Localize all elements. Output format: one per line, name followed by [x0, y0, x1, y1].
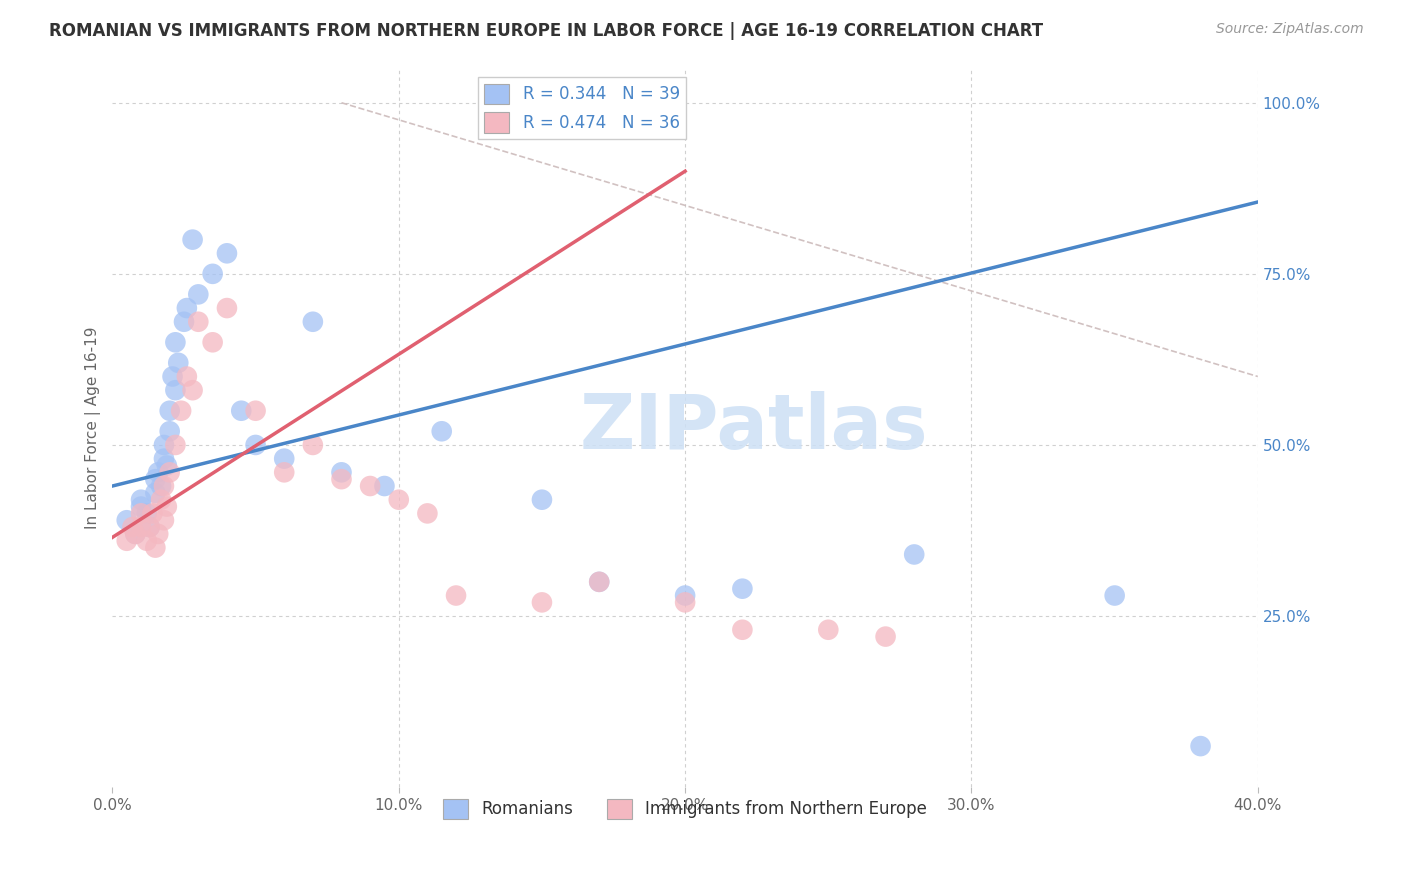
Point [159, 403, 181, 417]
Point [245, 438, 267, 452]
Point [170, 403, 193, 417]
Point [153, 438, 176, 452]
Point [444, 589, 467, 603]
Point [173, 315, 195, 329]
Point [673, 595, 696, 609]
Point [181, 383, 204, 397]
Text: ZIPatlas: ZIPatlas [579, 391, 928, 465]
Point [388, 492, 411, 507]
Point [1104, 589, 1126, 603]
Point [153, 451, 176, 466]
Point [430, 424, 453, 438]
Point [159, 424, 181, 438]
Point [129, 507, 152, 521]
Point [731, 582, 754, 596]
Point [150, 492, 173, 507]
Point [231, 403, 253, 417]
Point [903, 548, 925, 562]
Point [148, 466, 170, 480]
Point [165, 383, 187, 397]
Point [181, 233, 204, 247]
Text: Source: ZipAtlas.com: Source: ZipAtlas.com [1216, 22, 1364, 37]
Point [150, 479, 173, 493]
Point [176, 369, 198, 384]
Point [156, 458, 179, 473]
Point [187, 287, 209, 301]
Point [530, 492, 553, 507]
Point [124, 527, 146, 541]
Point [201, 267, 224, 281]
Point [673, 589, 696, 603]
Point [162, 369, 184, 384]
Point [165, 438, 187, 452]
Point [135, 507, 157, 521]
Point [156, 500, 179, 514]
Point [875, 630, 897, 644]
Point [153, 479, 176, 493]
Point [129, 492, 152, 507]
Point [153, 513, 176, 527]
Point [115, 513, 138, 527]
Point [273, 451, 295, 466]
Point [373, 479, 395, 493]
Point [165, 335, 187, 350]
Point [817, 623, 839, 637]
Point [159, 466, 181, 480]
Point [129, 520, 152, 534]
Point [215, 301, 238, 315]
Point [359, 479, 381, 493]
Point [302, 438, 325, 452]
Point [302, 315, 325, 329]
Point [201, 335, 224, 350]
Point [330, 472, 353, 486]
Point [588, 574, 610, 589]
Point [588, 574, 610, 589]
Point [129, 500, 152, 514]
Point [416, 507, 439, 521]
Point [135, 533, 157, 548]
Point [731, 623, 754, 637]
Point [145, 486, 167, 500]
Point [138, 520, 160, 534]
Point [215, 246, 238, 260]
Point [124, 527, 146, 541]
Point [167, 356, 190, 370]
Point [138, 520, 160, 534]
Point [148, 527, 170, 541]
Point [187, 315, 209, 329]
Point [273, 466, 295, 480]
Point [245, 403, 267, 417]
Point [1189, 739, 1212, 753]
Point [115, 533, 138, 548]
Legend: Romanians, Immigrants from Northern Europe: Romanians, Immigrants from Northern Euro… [437, 792, 934, 826]
Y-axis label: In Labor Force | Age 16-19: In Labor Force | Age 16-19 [86, 326, 101, 529]
Point [530, 595, 553, 609]
Point [330, 466, 353, 480]
Text: ROMANIAN VS IMMIGRANTS FROM NORTHERN EUROPE IN LABOR FORCE | AGE 16-19 CORRELATI: ROMANIAN VS IMMIGRANTS FROM NORTHERN EUR… [49, 22, 1043, 40]
Point [176, 301, 198, 315]
Point [141, 507, 163, 521]
Point [145, 541, 167, 555]
Point [121, 520, 143, 534]
Point [145, 472, 167, 486]
